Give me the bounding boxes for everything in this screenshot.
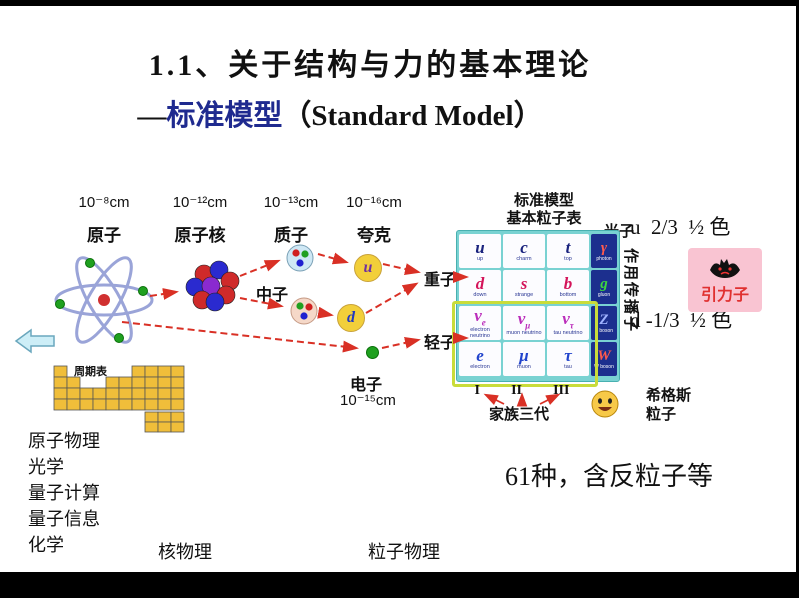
- generation-2: II: [511, 383, 522, 398]
- atom-diagram: [54, 256, 154, 344]
- fields-list: 原子物理 光学 量子计算 量子信息 化学: [28, 428, 100, 558]
- arrow-neutron-to-d-quark: [317, 306, 334, 319]
- cell-tau-neutrino: ντ tau neutrino: [547, 306, 589, 340]
- atom-nucleus-dot: [98, 294, 110, 306]
- cell-muon-neutrino: νμ muon neutrino: [503, 306, 545, 340]
- cell-down: d down: [459, 270, 501, 304]
- graviton-box: 引力子: [688, 248, 762, 312]
- electron-size: 10⁻¹⁵cm: [340, 392, 396, 409]
- neutron-diagram: [290, 297, 318, 325]
- generation-1: I: [474, 383, 480, 398]
- lepton-label: 轻子: [424, 335, 457, 352]
- quark-charge-notes: u 2/3 ½ 色 d -1/3 ½ 色: [630, 150, 732, 398]
- higgs-label-line2: 粒子: [646, 406, 677, 423]
- nucleus-diagram: [185, 260, 240, 312]
- table-header: 标准模型 基本粒子表: [492, 192, 596, 228]
- cell-gluon: g gluon: [591, 270, 617, 304]
- field-quantum-computing: 量子计算: [28, 483, 100, 503]
- fermion-grid: u up c charm t top d down s strange b bottom ν…: [459, 234, 589, 376]
- cell-charm: c charm: [503, 234, 545, 268]
- label-proton: 质子: [274, 226, 308, 245]
- label-quark: 夸克: [357, 226, 391, 245]
- nuclear-physics-label: 核物理: [158, 542, 212, 562]
- cell-strange: s strange: [503, 270, 545, 304]
- electron-dot: [366, 346, 379, 359]
- field-optics: 光学: [28, 457, 64, 477]
- top-black-bar: [0, 0, 799, 6]
- table-header-line2: 基本粒子表: [506, 210, 582, 227]
- charge-note-u: u 2/3 ½ 色: [630, 215, 731, 239]
- lepton-section-border: [452, 301, 598, 387]
- left-arrow-icon: [14, 328, 55, 354]
- label-atom: 原子: [87, 226, 121, 245]
- scale-atom: 10⁻⁸cm: [78, 194, 130, 211]
- arrow-u-quark-to-baryon: [382, 263, 421, 275]
- field-atomic-physics: 原子物理: [28, 431, 100, 451]
- graviton-bat-icon: [710, 258, 740, 278]
- cell-bottom: b bottom: [547, 270, 589, 304]
- subtitle-model-name: 标准模型: [166, 100, 283, 132]
- quark-u-ball: u: [354, 254, 382, 282]
- cell-top: t top: [547, 234, 589, 268]
- cell-electron: e electron: [459, 342, 501, 376]
- baryon-label: 重子: [424, 272, 457, 289]
- arrow-electron-to-lepton: [381, 336, 421, 349]
- graviton-label: 引力子: [700, 286, 749, 304]
- label-nucleus: 原子核: [174, 226, 226, 245]
- cell-muon: μ muon: [503, 342, 545, 376]
- higgs-smiley-icon: [591, 390, 619, 418]
- particle-physics-label: 粒子物理: [368, 542, 440, 562]
- higgs-label-line1: 希格斯: [646, 387, 692, 404]
- neutron-label: 中子: [256, 287, 289, 304]
- page-title: 1.1、关于结构与力的基本理论: [148, 49, 592, 82]
- table-header-line1: 标准模型: [513, 192, 574, 209]
- cell-up: u up: [459, 234, 501, 268]
- subtitle-dash: —: [137, 100, 167, 132]
- right-black-edge: [796, 0, 799, 598]
- field-quantum-information: 量子信息: [28, 509, 100, 529]
- periodic-table: 周期表: [53, 364, 185, 433]
- cell-tau: τ tau: [547, 342, 589, 376]
- quark-d-ball: d: [337, 304, 365, 332]
- proton-diagram: [286, 244, 314, 272]
- scale-proton: 10⁻¹³cm: [263, 194, 319, 211]
- periodic-table-label: 周期表: [74, 364, 108, 378]
- family-generations-label: 家族三代: [489, 406, 550, 423]
- page-subtitle: —标准模型（Standard Model）: [60, 92, 620, 134]
- subtitle-english: （Standard Model）: [282, 100, 543, 132]
- electron-label: 电子: [350, 377, 383, 394]
- force-carrier-label: 作用传播子: [622, 248, 639, 334]
- scale-nucleus: 10⁻¹²cm: [172, 194, 228, 211]
- bottom-black-bar: [0, 572, 799, 598]
- generation-labels: I II III: [459, 383, 585, 399]
- charge-note-d: d -1/3 ½ 色: [630, 308, 733, 332]
- cell-photon: γ photon: [591, 234, 617, 268]
- higgs-label: 希格斯 粒子: [646, 386, 716, 424]
- generation-3: III: [553, 383, 570, 398]
- scale-quark: 10⁻¹⁶cm: [346, 194, 402, 211]
- arrow-d-quark-to-baryon: [365, 282, 419, 314]
- arrow-proton-to-u-quark: [317, 252, 349, 265]
- antiparticle-note: 61种，含反粒子等: [505, 462, 714, 491]
- field-chemistry: 化学: [28, 535, 64, 555]
